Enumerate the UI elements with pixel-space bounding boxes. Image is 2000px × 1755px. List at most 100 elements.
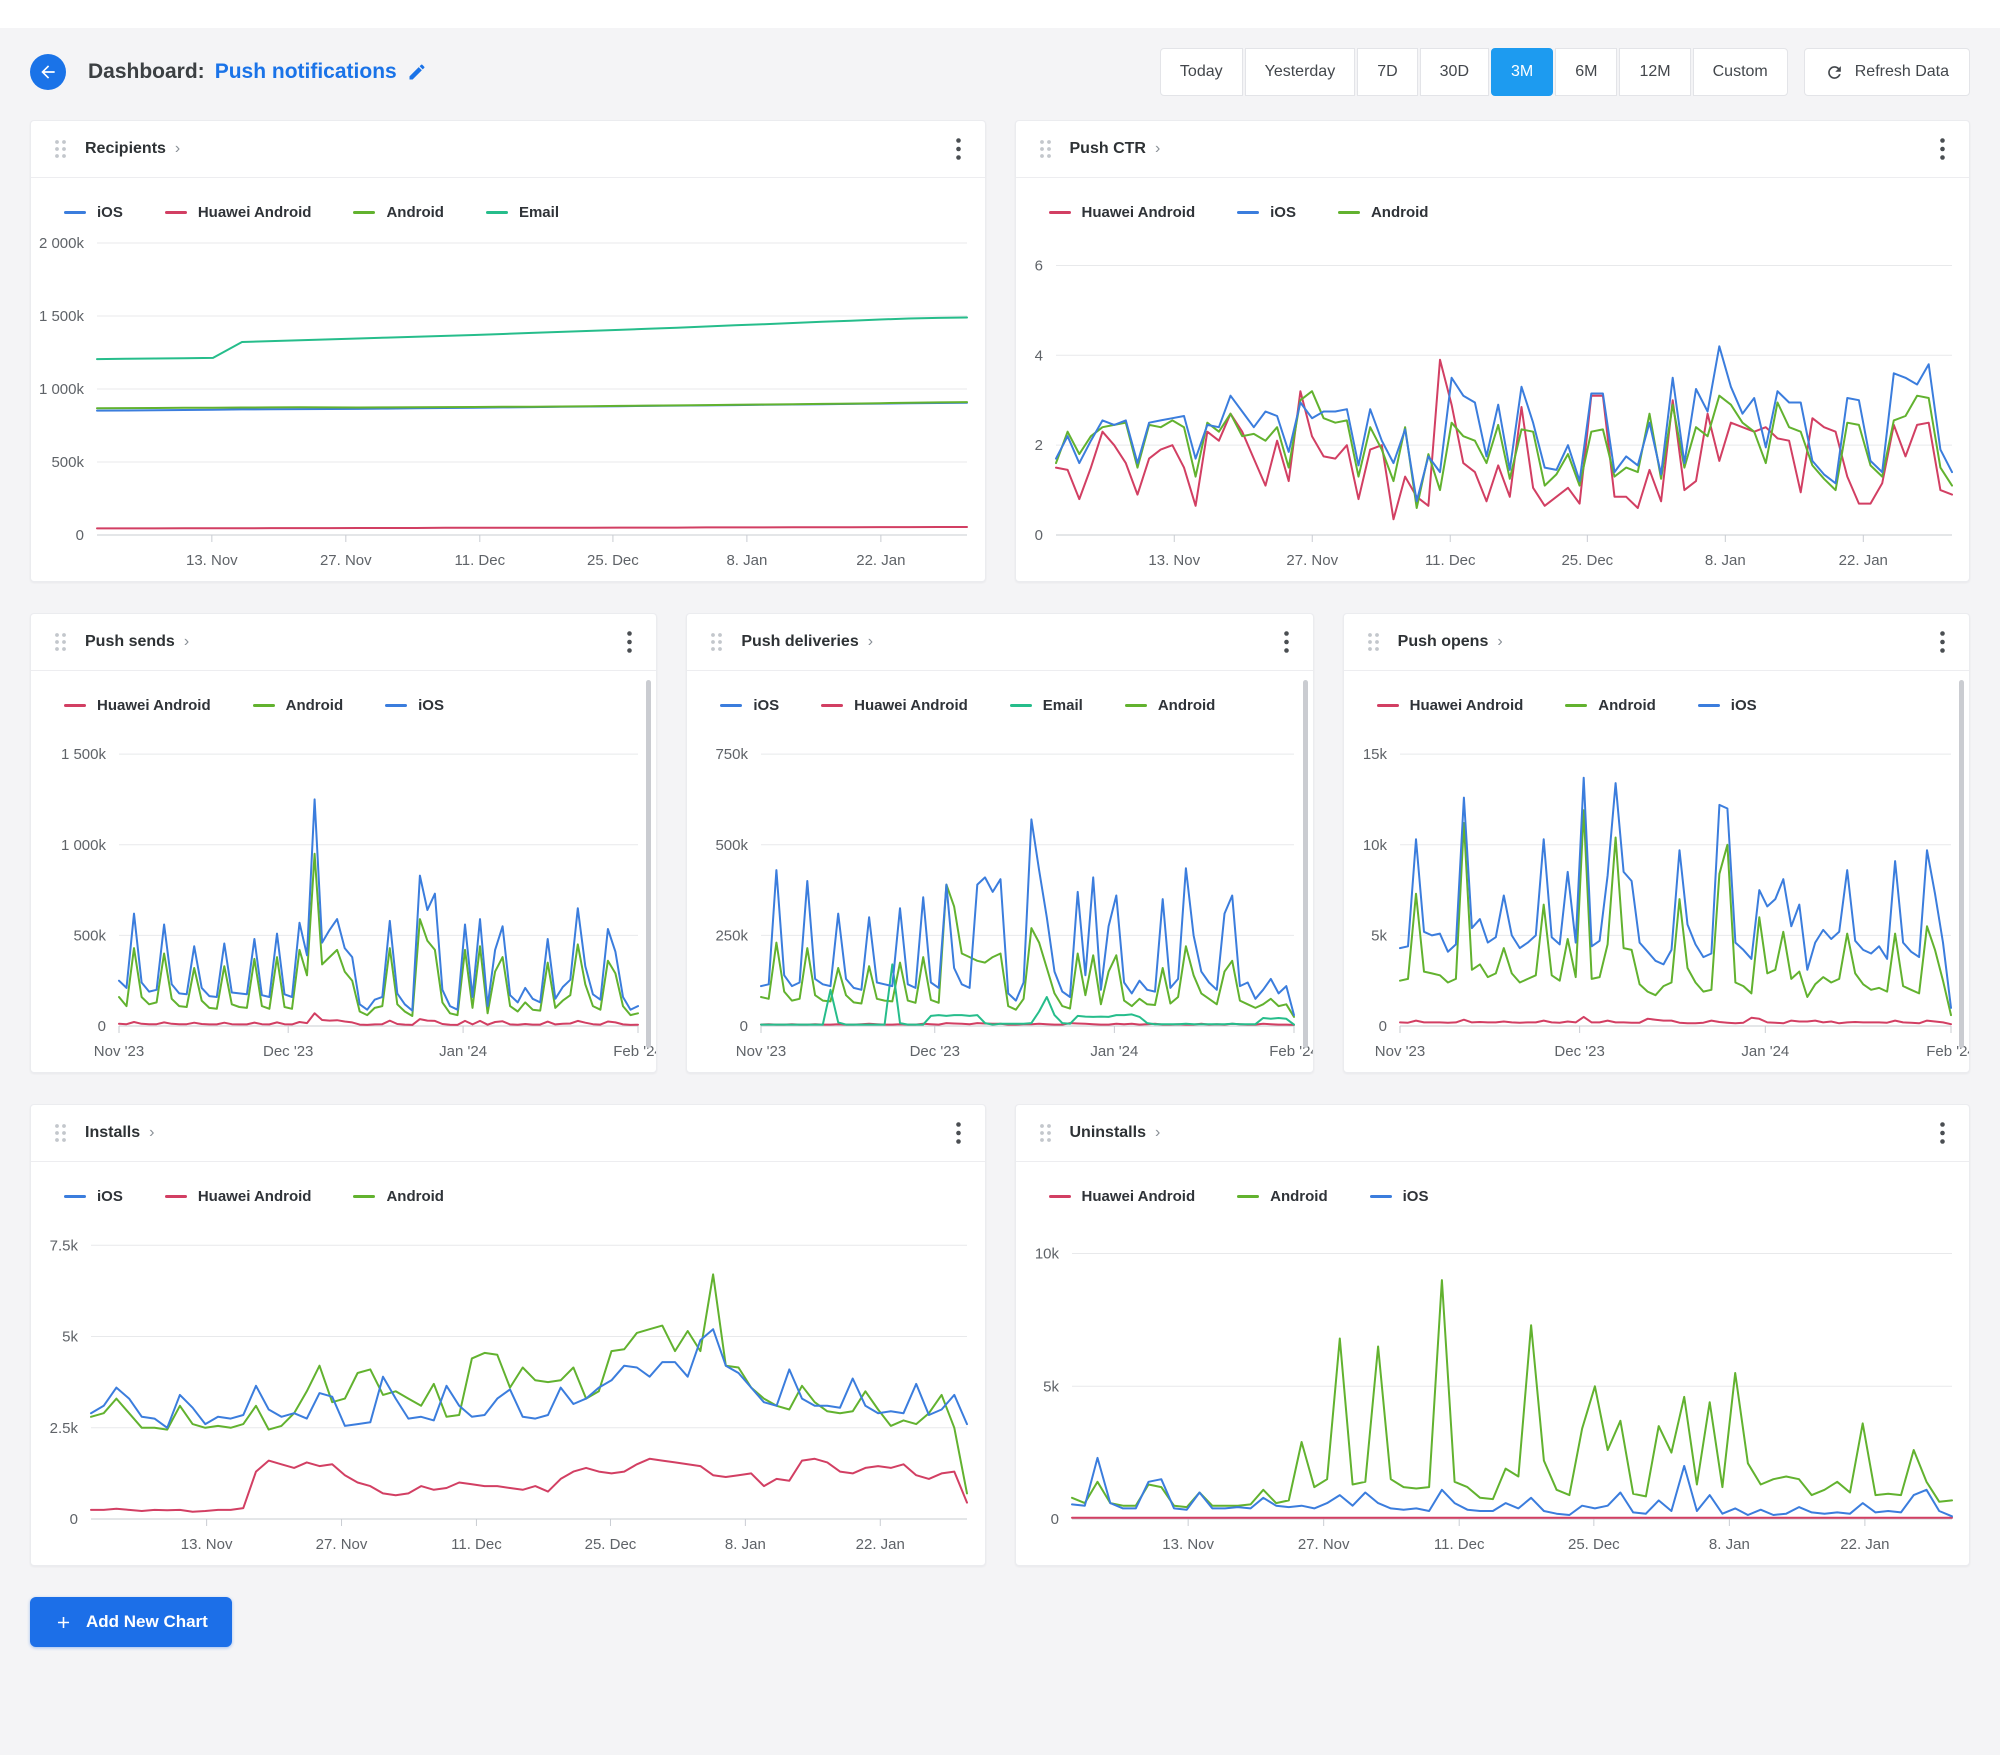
kebab-menu-button[interactable] bbox=[1280, 625, 1293, 659]
legend-item-ios[interactable]: iOS bbox=[1697, 697, 1757, 714]
legend-label: Android bbox=[1370, 204, 1429, 221]
add-new-chart-button[interactable]: Add New Chart bbox=[30, 1597, 232, 1647]
legend-item-ios[interactable]: iOS bbox=[1369, 1188, 1428, 1205]
legend-item-huawei-android[interactable]: Huawei Android bbox=[821, 697, 968, 714]
dashboard-name-link[interactable]: Push notifications bbox=[214, 60, 397, 83]
chart-title-text: Push CTR bbox=[1069, 140, 1146, 157]
time-range-30d[interactable]: 30D bbox=[1419, 48, 1490, 96]
legend-item-android[interactable]: Android bbox=[1337, 204, 1429, 221]
chart-svg: 0 2.5k 5k 7.5k 13. Nov 27. Nov 11. Dec 25. Dec 8… bbox=[50, 1237, 968, 1553]
legend-label: Android bbox=[386, 204, 444, 221]
chart-title-installs[interactable]: Installs › bbox=[85, 1124, 154, 1142]
legend-swatch bbox=[1369, 1195, 1392, 1198]
legend-label: Huawei Android bbox=[197, 1188, 312, 1205]
legend-item-android[interactable]: Android bbox=[353, 1188, 444, 1205]
svg-text:8. Jan: 8. Jan bbox=[726, 552, 767, 569]
legend-swatch bbox=[1048, 211, 1071, 214]
back-button[interactable] bbox=[30, 54, 66, 90]
chart-title-push-sends[interactable]: Push sends › bbox=[85, 633, 189, 651]
kebab-menu-button[interactable] bbox=[1936, 1116, 1949, 1150]
kebab-menu-button[interactable] bbox=[623, 625, 636, 659]
legend-item-ios[interactable]: iOS bbox=[64, 204, 123, 221]
chart-title-uninstalls[interactable]: Uninstalls › bbox=[1070, 1124, 1161, 1142]
chart-title-push-deliveries[interactable]: Push deliveries › bbox=[741, 633, 873, 651]
svg-text:Feb '24: Feb '24 bbox=[1270, 1043, 1314, 1060]
chart-title-text: Push sends bbox=[85, 633, 175, 650]
chart-svg: 0 5k 10k 15k Nov '23 Dec '23 Jan '24 Feb '24 bbox=[1362, 746, 1969, 1060]
legend-swatch bbox=[1697, 704, 1720, 707]
kebab-menu-button[interactable] bbox=[1936, 625, 1949, 659]
svg-text:27. Nov: 27. Nov bbox=[320, 552, 372, 569]
legend-item-ios[interactable]: iOS bbox=[720, 697, 779, 714]
legend-swatch bbox=[353, 211, 376, 214]
chart-legend: Huawei Android Android iOS bbox=[1344, 671, 1969, 718]
legend-item-huawei-android[interactable]: Huawei Android bbox=[64, 697, 211, 714]
kebab-menu-button[interactable] bbox=[952, 1116, 965, 1150]
time-range-12m[interactable]: 12M bbox=[1619, 48, 1691, 96]
legend-item-ios[interactable]: iOS bbox=[385, 697, 444, 714]
legend-item-android[interactable]: Android bbox=[1124, 697, 1215, 714]
time-range-today[interactable]: Today bbox=[1159, 48, 1243, 96]
drag-handle-icon[interactable] bbox=[709, 631, 724, 653]
chart-title-recipients[interactable]: Recipients › bbox=[85, 140, 180, 158]
svg-text:0: 0 bbox=[98, 1018, 106, 1035]
card-scrollbar[interactable] bbox=[646, 680, 652, 1048]
kebab-menu-button[interactable] bbox=[1936, 132, 1949, 166]
svg-text:1 500k: 1 500k bbox=[61, 746, 107, 763]
time-range-3m[interactable]: 3M bbox=[1491, 48, 1554, 96]
chart-title-text: Installs bbox=[85, 1124, 141, 1141]
svg-text:250k: 250k bbox=[716, 927, 749, 944]
card-header: Recipients › bbox=[31, 121, 985, 178]
legend-item-android[interactable]: Android bbox=[1237, 1188, 1328, 1205]
svg-text:8. Jan: 8. Jan bbox=[725, 1536, 766, 1553]
legend-swatch bbox=[1009, 704, 1032, 707]
card-scrollbar[interactable] bbox=[1958, 680, 1964, 1048]
page-title: Dashboard: bbox=[88, 60, 205, 83]
svg-text:25. Dec: 25. Dec bbox=[587, 552, 639, 569]
drag-handle-icon[interactable] bbox=[1366, 631, 1381, 653]
legend-label: Android bbox=[386, 1188, 444, 1205]
legend-item-email[interactable]: Email bbox=[485, 204, 559, 221]
svg-text:25. Dec: 25. Dec bbox=[585, 1536, 637, 1553]
legend-item-huawei-android[interactable]: Huawei Android bbox=[1048, 204, 1195, 221]
svg-text:2.5k: 2.5k bbox=[50, 1420, 79, 1437]
legend-item-huawei-android[interactable]: Huawei Android bbox=[164, 204, 311, 221]
legend-label: Huawei Android bbox=[97, 697, 211, 714]
legend-item-huawei-android[interactable]: Huawei Android bbox=[1376, 697, 1523, 714]
svg-text:Dec '23: Dec '23 bbox=[910, 1043, 960, 1060]
legend-item-huawei-android[interactable]: Huawei Android bbox=[164, 1188, 312, 1205]
card-scrollbar[interactable] bbox=[1302, 680, 1308, 1048]
svg-text:Jan '24: Jan '24 bbox=[1741, 1043, 1789, 1060]
legend-item-email[interactable]: Email bbox=[1009, 697, 1083, 714]
line-chart-recipients: 0 500k 1 000k 1 500k 2 000k 13. Nov 27. Nov 11.… bbox=[31, 229, 985, 581]
charts-row-3: Installs › iOS Huawei Android Android 0 2.5k… bbox=[30, 1104, 1970, 1566]
refresh-data-button[interactable]: Refresh Data bbox=[1803, 48, 1970, 96]
drag-handle-icon[interactable] bbox=[53, 1122, 68, 1144]
time-range-7d[interactable]: 7D bbox=[1357, 48, 1418, 96]
svg-text:13. Nov: 13. Nov bbox=[186, 552, 238, 569]
legend-item-ios[interactable]: iOS bbox=[1237, 204, 1296, 221]
chevron-right-icon: › bbox=[149, 1124, 155, 1141]
svg-text:500k: 500k bbox=[73, 927, 106, 944]
legend-item-android[interactable]: Android bbox=[1565, 697, 1656, 714]
drag-handle-icon[interactable] bbox=[1038, 138, 1053, 160]
chart-title-push-ctr[interactable]: Push CTR › bbox=[1070, 140, 1161, 158]
legend-item-ios[interactable]: iOS bbox=[64, 1188, 123, 1205]
legend-item-huawei-android[interactable]: Huawei Android bbox=[1048, 1188, 1195, 1205]
svg-text:0: 0 bbox=[76, 527, 84, 544]
edit-pencil-icon[interactable] bbox=[407, 62, 427, 82]
time-range-yesterday[interactable]: Yesterday bbox=[1244, 48, 1356, 96]
chevron-right-icon: › bbox=[183, 633, 190, 650]
kebab-menu-button[interactable] bbox=[952, 132, 965, 166]
time-range-6m[interactable]: 6M bbox=[1555, 48, 1618, 96]
drag-handle-icon[interactable] bbox=[1038, 1122, 1053, 1144]
legend-item-android[interactable]: Android bbox=[353, 204, 444, 221]
time-range-custom[interactable]: Custom bbox=[1692, 48, 1788, 96]
chart-title-push-opens[interactable]: Push opens › bbox=[1398, 633, 1503, 651]
svg-text:Jan '24: Jan '24 bbox=[1091, 1043, 1139, 1060]
chart-svg: 0 5k 10k 13. Nov 27. Nov 11. Dec 25. Dec 8. Jan… bbox=[1034, 1246, 1953, 1553]
chart-card-push-deliveries: Push deliveries › iOS Huawei Android Email A… bbox=[686, 613, 1314, 1073]
drag-handle-icon[interactable] bbox=[53, 631, 68, 653]
legend-item-android[interactable]: Android bbox=[252, 697, 343, 714]
drag-handle-icon[interactable] bbox=[53, 138, 68, 160]
